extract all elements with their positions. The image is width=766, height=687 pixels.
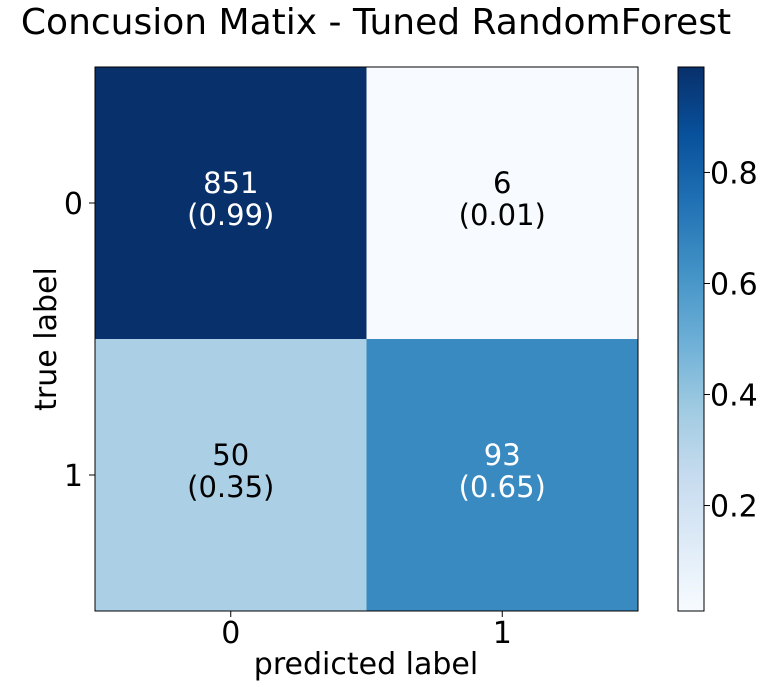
plot-frame — [94, 66, 639, 612]
heatmap-cells: 851(0.99) 6(0.01) 50(0.35) 93(0.65) — [95, 67, 638, 611]
cell-count-label: 6 — [493, 166, 511, 200]
y-axis-label: true label — [29, 267, 64, 411]
colorbar-tick-label: 0.6 — [710, 267, 758, 302]
x-tick-label: 1 — [493, 616, 512, 651]
heatmap-cell — [366, 67, 638, 339]
heatmap-cell — [95, 339, 367, 611]
colorbar-tick-label: 0.4 — [710, 379, 758, 414]
y-tick-label: 1 — [64, 459, 83, 494]
cell-count-label: 50 — [212, 438, 249, 472]
cell-ratio-label: (0.65) — [459, 470, 546, 504]
colorbar-ticks: 0.2 0.4 0.6 0.8 — [704, 156, 758, 525]
cell-ratio-label: (0.01) — [459, 198, 546, 232]
colorbar-tick-label: 0.2 — [710, 490, 758, 525]
y-tick-label: 0 — [64, 187, 83, 222]
cell-count-label: 93 — [484, 438, 521, 472]
cell-ratio-label: (0.99) — [187, 198, 274, 232]
colorbar-tick-label: 0.8 — [710, 156, 758, 191]
chart-title: Concusion Matix - Tuned RandomForest — [21, 2, 731, 43]
x-axis-label: predicted label — [254, 647, 478, 682]
y-axis-ticks: 01 — [64, 187, 95, 494]
cell-ratio-label: (0.35) — [187, 470, 274, 504]
colorbar — [677, 66, 705, 612]
cell-count-label: 851 — [203, 166, 258, 200]
heatmap-cell — [366, 339, 638, 611]
heatmap-cell — [95, 67, 367, 339]
x-tick-label: 0 — [221, 616, 240, 651]
